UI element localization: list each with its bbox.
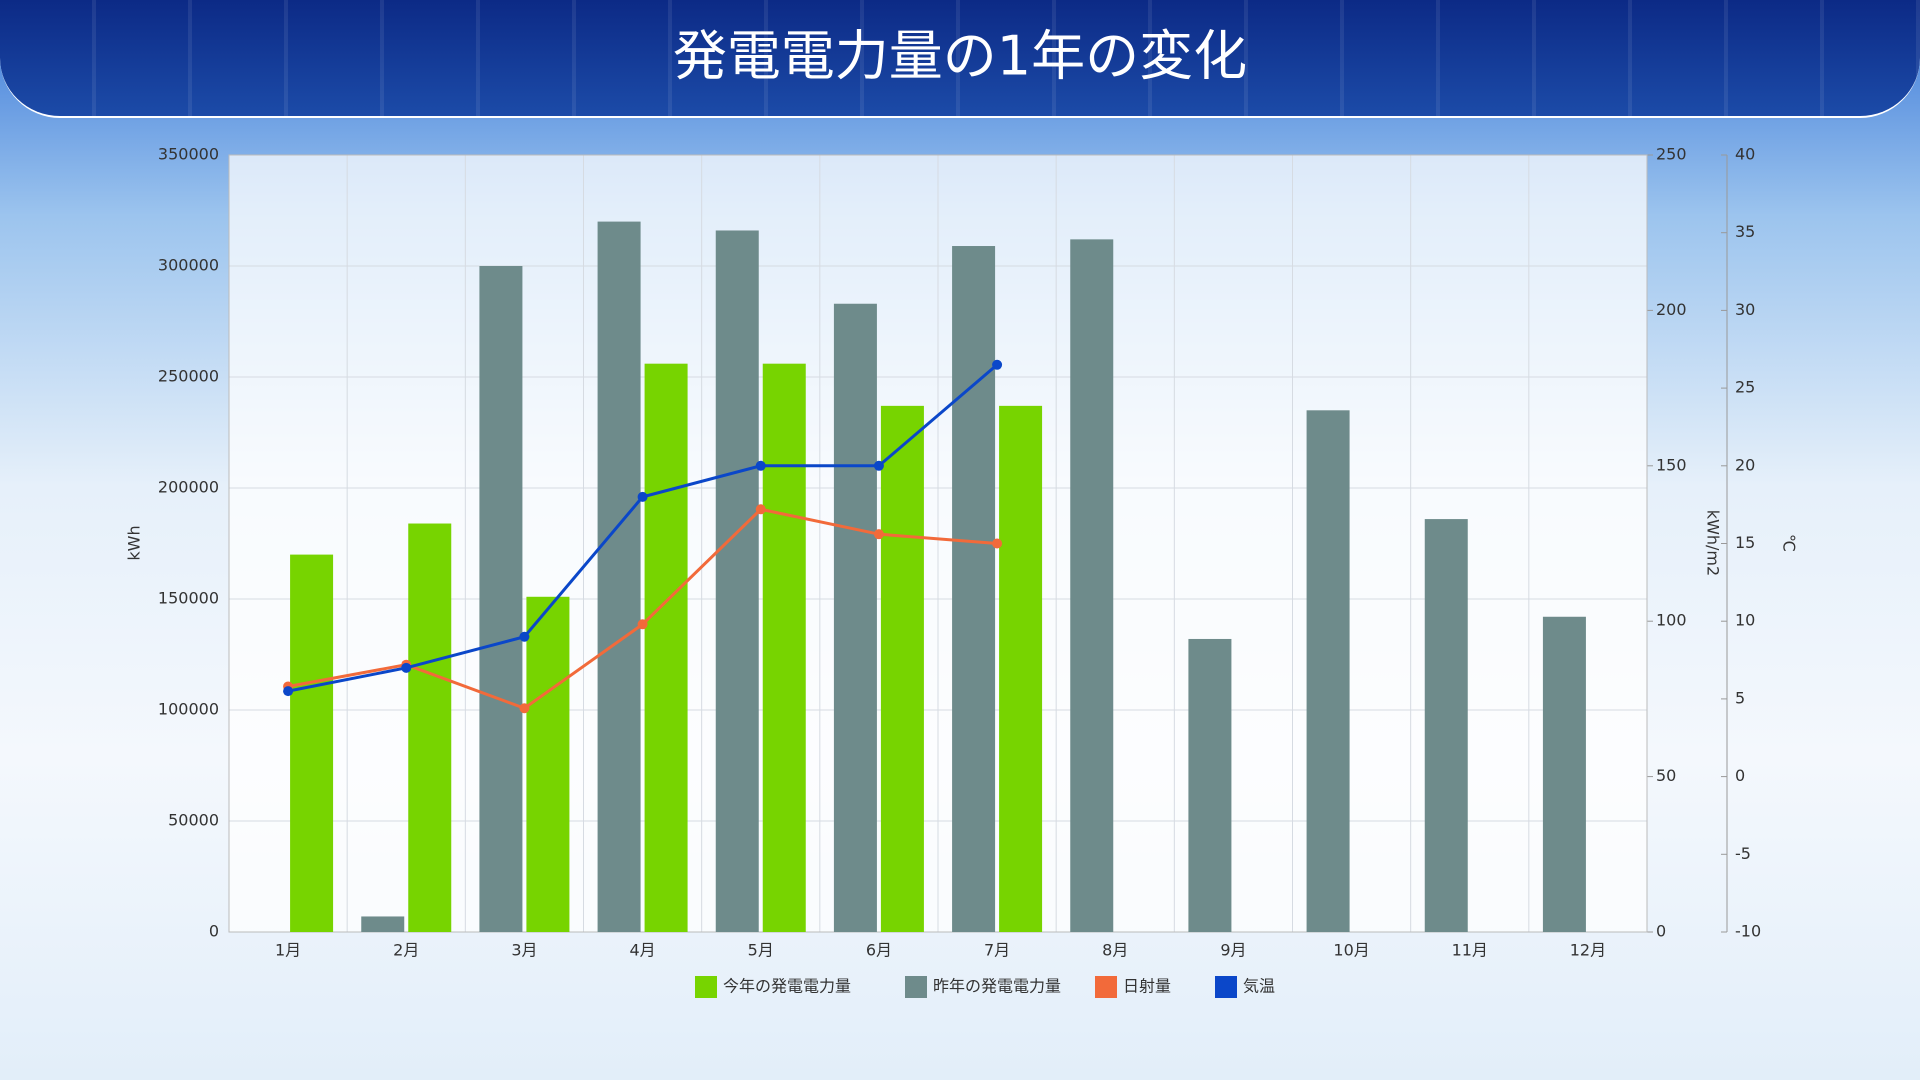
legend-label: 昨年の発電電力量 [933, 977, 1061, 996]
point [519, 703, 530, 714]
y3-tick-label: 10 [1735, 611, 1755, 630]
x-tick-label: 7月 [984, 941, 1010, 960]
y2-tick-label: 100 [1656, 611, 1687, 630]
y3-tick-label: -5 [1735, 844, 1751, 863]
bar [715, 230, 759, 933]
x-tick-label: 4月 [629, 941, 655, 960]
point [873, 529, 884, 540]
point [637, 491, 648, 502]
y-tick-label: 50000 [168, 811, 219, 830]
bar [1070, 239, 1114, 933]
y-tick-label: 100000 [158, 700, 219, 719]
legend-label: 気温 [1243, 977, 1275, 996]
point [755, 504, 766, 515]
bar [880, 405, 924, 932]
y3-tick-label: 15 [1735, 533, 1755, 552]
y-tick-label: 350000 [158, 145, 219, 164]
y3-tick-label: 0 [1735, 766, 1745, 785]
x-tick-label: 1月 [275, 941, 301, 960]
y2-tick-label: 150 [1656, 455, 1687, 474]
bar [479, 266, 523, 932]
bar [1542, 616, 1586, 932]
bar [1188, 638, 1232, 932]
y2-tick-label: 250 [1656, 145, 1687, 164]
y3-tick-label: 30 [1735, 300, 1755, 319]
legend-swatch [695, 976, 717, 998]
point [637, 619, 648, 630]
bar [361, 916, 405, 932]
x-tick-label: 3月 [511, 941, 537, 960]
x-tick-label: 9月 [1220, 941, 1246, 960]
bar [1306, 410, 1350, 932]
header-banner [0, 0, 1920, 118]
legend-swatch [1095, 976, 1117, 998]
y3-tick-label: 5 [1735, 688, 1745, 707]
y3-tick-label: 20 [1735, 455, 1755, 474]
x-tick-label: 12月 [1570, 941, 1606, 960]
point [992, 538, 1003, 549]
bar [597, 221, 641, 933]
point [401, 662, 412, 673]
bar [1424, 519, 1468, 932]
point [755, 460, 766, 471]
bar [952, 246, 996, 932]
bar [833, 303, 877, 932]
point [992, 359, 1003, 370]
bar [408, 523, 452, 932]
y3-tick-label: 35 [1735, 222, 1755, 241]
plot-border [228, 154, 1648, 933]
point [519, 631, 530, 642]
y2-tick-label: 0 [1656, 922, 1666, 941]
legend-swatch [1215, 976, 1237, 998]
y-tick-label: 200000 [158, 478, 219, 497]
chart-title: 発電電力量の1年の変化 [673, 25, 1247, 88]
legend-swatch [905, 976, 927, 998]
point [873, 460, 884, 471]
y2-tick-label: 200 [1656, 300, 1687, 319]
bar [644, 363, 688, 932]
x-tick-label: 2月 [393, 941, 419, 960]
bar [999, 405, 1043, 932]
x-tick-label: 8月 [1102, 941, 1128, 960]
y3-tick-label: 40 [1735, 145, 1755, 164]
y-tick-label: 150000 [158, 589, 219, 608]
y-tick-label: 0 [209, 922, 219, 941]
x-tick-label: 5月 [748, 941, 774, 960]
x-tick-label: 10月 [1333, 941, 1369, 960]
legend-label: 日射量 [1123, 977, 1171, 996]
y2-tick-label: 50 [1656, 766, 1676, 785]
bar [526, 596, 570, 932]
y-tick-label: 300000 [158, 256, 219, 275]
legend-label: 今年の発電電力量 [723, 977, 851, 996]
bar [290, 554, 334, 932]
y3-tick-label: 25 [1735, 378, 1755, 397]
y3-axis-title: ℃ [1780, 534, 1799, 552]
y2-axis-title: kWh/m2 [1704, 510, 1723, 576]
x-tick-label: 6月 [866, 941, 892, 960]
y-axis-title: kWh [125, 525, 144, 560]
x-tick-label: 11月 [1452, 941, 1488, 960]
y-tick-label: 250000 [158, 367, 219, 386]
point [283, 686, 294, 697]
bar [762, 363, 806, 932]
y3-tick-label: -10 [1735, 922, 1761, 941]
